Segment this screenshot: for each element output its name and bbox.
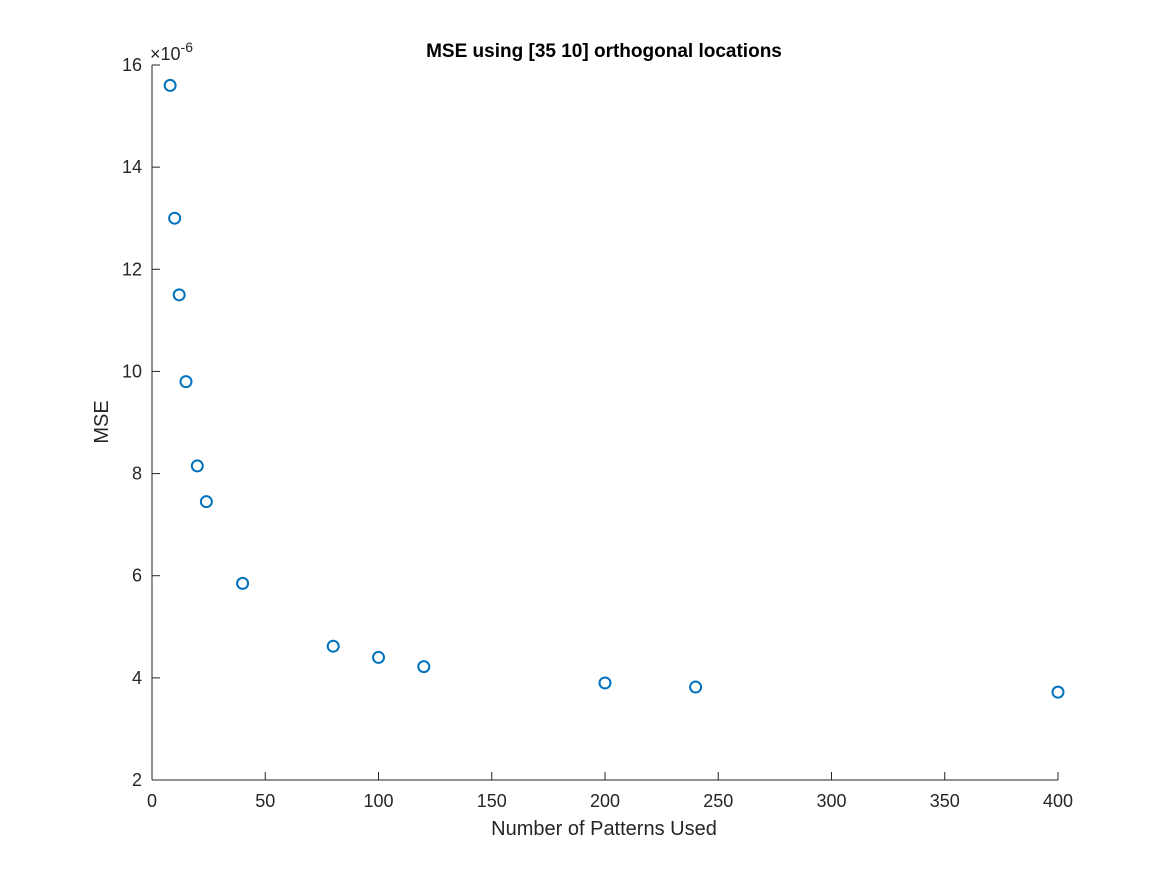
y-ticks: 2 4 6 8 10 12 14 16	[122, 55, 160, 790]
x-tick-label: 150	[477, 791, 507, 811]
data-point	[179, 375, 193, 389]
data-point	[168, 211, 182, 225]
y-exponent-label: ×10-6	[150, 39, 193, 64]
chart-title: MSE using [35 10] orthogonal locations	[426, 41, 782, 62]
y-exponent: ×10-6	[150, 39, 193, 64]
data-point	[689, 680, 703, 694]
data-point	[190, 459, 204, 473]
data-point	[598, 676, 612, 690]
y-axis-label: MSE	[91, 400, 113, 443]
x-tick-label: 50	[255, 791, 275, 811]
data-points	[163, 78, 1065, 699]
data-point	[1051, 685, 1065, 699]
data-point	[163, 78, 177, 92]
data-point	[372, 650, 385, 664]
data-point	[199, 495, 213, 509]
y-tick-label: 16	[122, 55, 142, 75]
x-tick-label: 200	[590, 791, 620, 811]
x-tick-label: 100	[363, 791, 393, 811]
y-tick-label: 12	[122, 259, 142, 279]
y-exponent-power: -6	[181, 39, 194, 55]
x-tick-label: 400	[1043, 791, 1073, 811]
y-tick-label: 6	[132, 566, 142, 586]
data-point	[326, 639, 340, 653]
y-tick-label: 4	[132, 668, 142, 688]
data-point	[172, 288, 186, 302]
y-tick-label: 2	[132, 770, 142, 790]
x-tick-label: 350	[930, 791, 960, 811]
data-point	[236, 576, 250, 590]
y-exponent-base: ×10	[150, 44, 181, 64]
y-tick-label: 14	[122, 157, 142, 177]
x-tick-label: 0	[147, 791, 157, 811]
x-ticks: 0 50 100 150 200 250 300 350 400	[147, 772, 1073, 811]
y-tick-label: 10	[122, 361, 142, 381]
x-tick-label: 250	[703, 791, 733, 811]
data-point	[417, 660, 431, 674]
x-axis-label: Number of Patterns Used	[491, 818, 717, 840]
y-tick-label: 8	[132, 464, 142, 484]
x-tick-label: 300	[816, 791, 846, 811]
axes	[151, 65, 1058, 781]
